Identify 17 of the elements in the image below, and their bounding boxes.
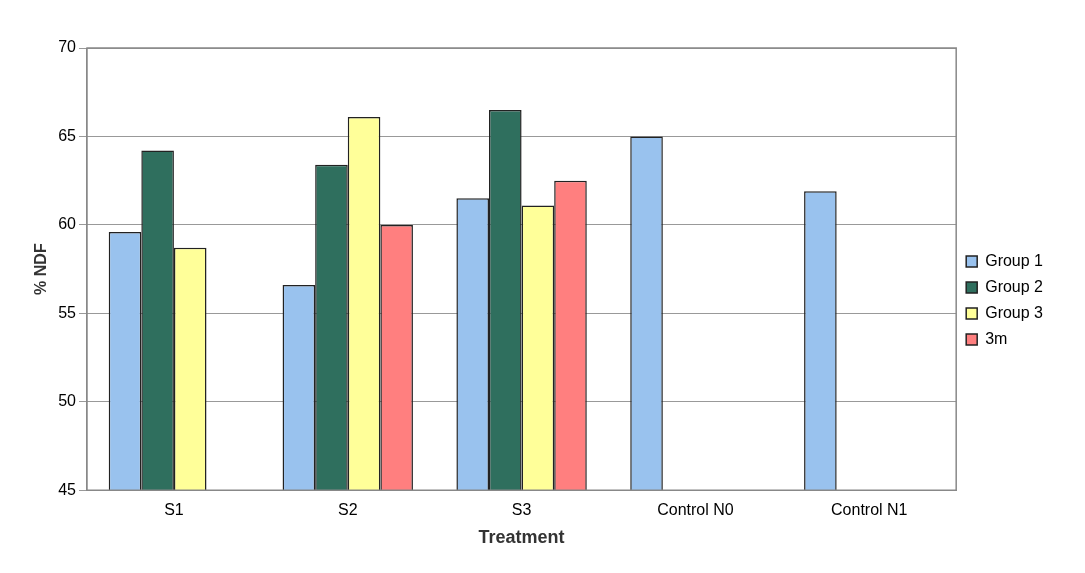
y-tick-label: 50 bbox=[58, 392, 77, 410]
legend-label: Group 1 bbox=[985, 251, 1044, 269]
legend-label: 3m bbox=[985, 329, 1008, 347]
x-axis-title: Treatment bbox=[478, 527, 565, 548]
y-tick-label: 55 bbox=[58, 303, 77, 321]
y-tick-label: 45 bbox=[58, 480, 77, 498]
x-tick-label: Control N0 bbox=[657, 501, 734, 519]
y-tick-label: 60 bbox=[58, 215, 77, 233]
legend-label: Group 3 bbox=[985, 303, 1044, 321]
x-tick-label: S1 bbox=[164, 501, 184, 519]
y-tick-label: 70 bbox=[58, 38, 77, 56]
legend-label: Group 2 bbox=[985, 277, 1044, 295]
y-tick-label: 65 bbox=[58, 126, 77, 144]
x-tick-label: S2 bbox=[337, 501, 358, 519]
y-axis-title: % NDF bbox=[32, 243, 50, 295]
x-tick-label: Control N1 bbox=[831, 501, 908, 519]
x-tick-label: S3 bbox=[511, 501, 532, 519]
